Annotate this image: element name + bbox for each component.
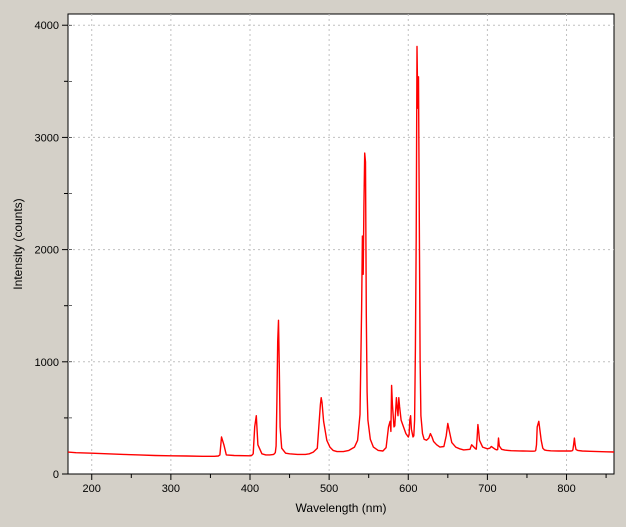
y-axis-label: Intensity (counts) [11, 198, 25, 289]
xtick-label: 700 [478, 483, 496, 495]
xtick-label: 800 [557, 483, 575, 495]
plot-area [68, 14, 614, 474]
ytick-label: 1000 [35, 357, 59, 369]
xtick-label: 400 [241, 483, 259, 495]
xtick-label: 600 [399, 483, 417, 495]
ytick-label: 2000 [35, 245, 59, 257]
xtick-label: 500 [320, 483, 338, 495]
ytick-label: 3000 [35, 132, 59, 144]
xtick-label: 200 [83, 483, 101, 495]
ytick-label: 0 [53, 469, 59, 481]
ytick-label: 4000 [35, 20, 59, 32]
x-axis-label: Wavelength (nm) [296, 501, 387, 515]
xtick-label: 300 [162, 483, 180, 495]
